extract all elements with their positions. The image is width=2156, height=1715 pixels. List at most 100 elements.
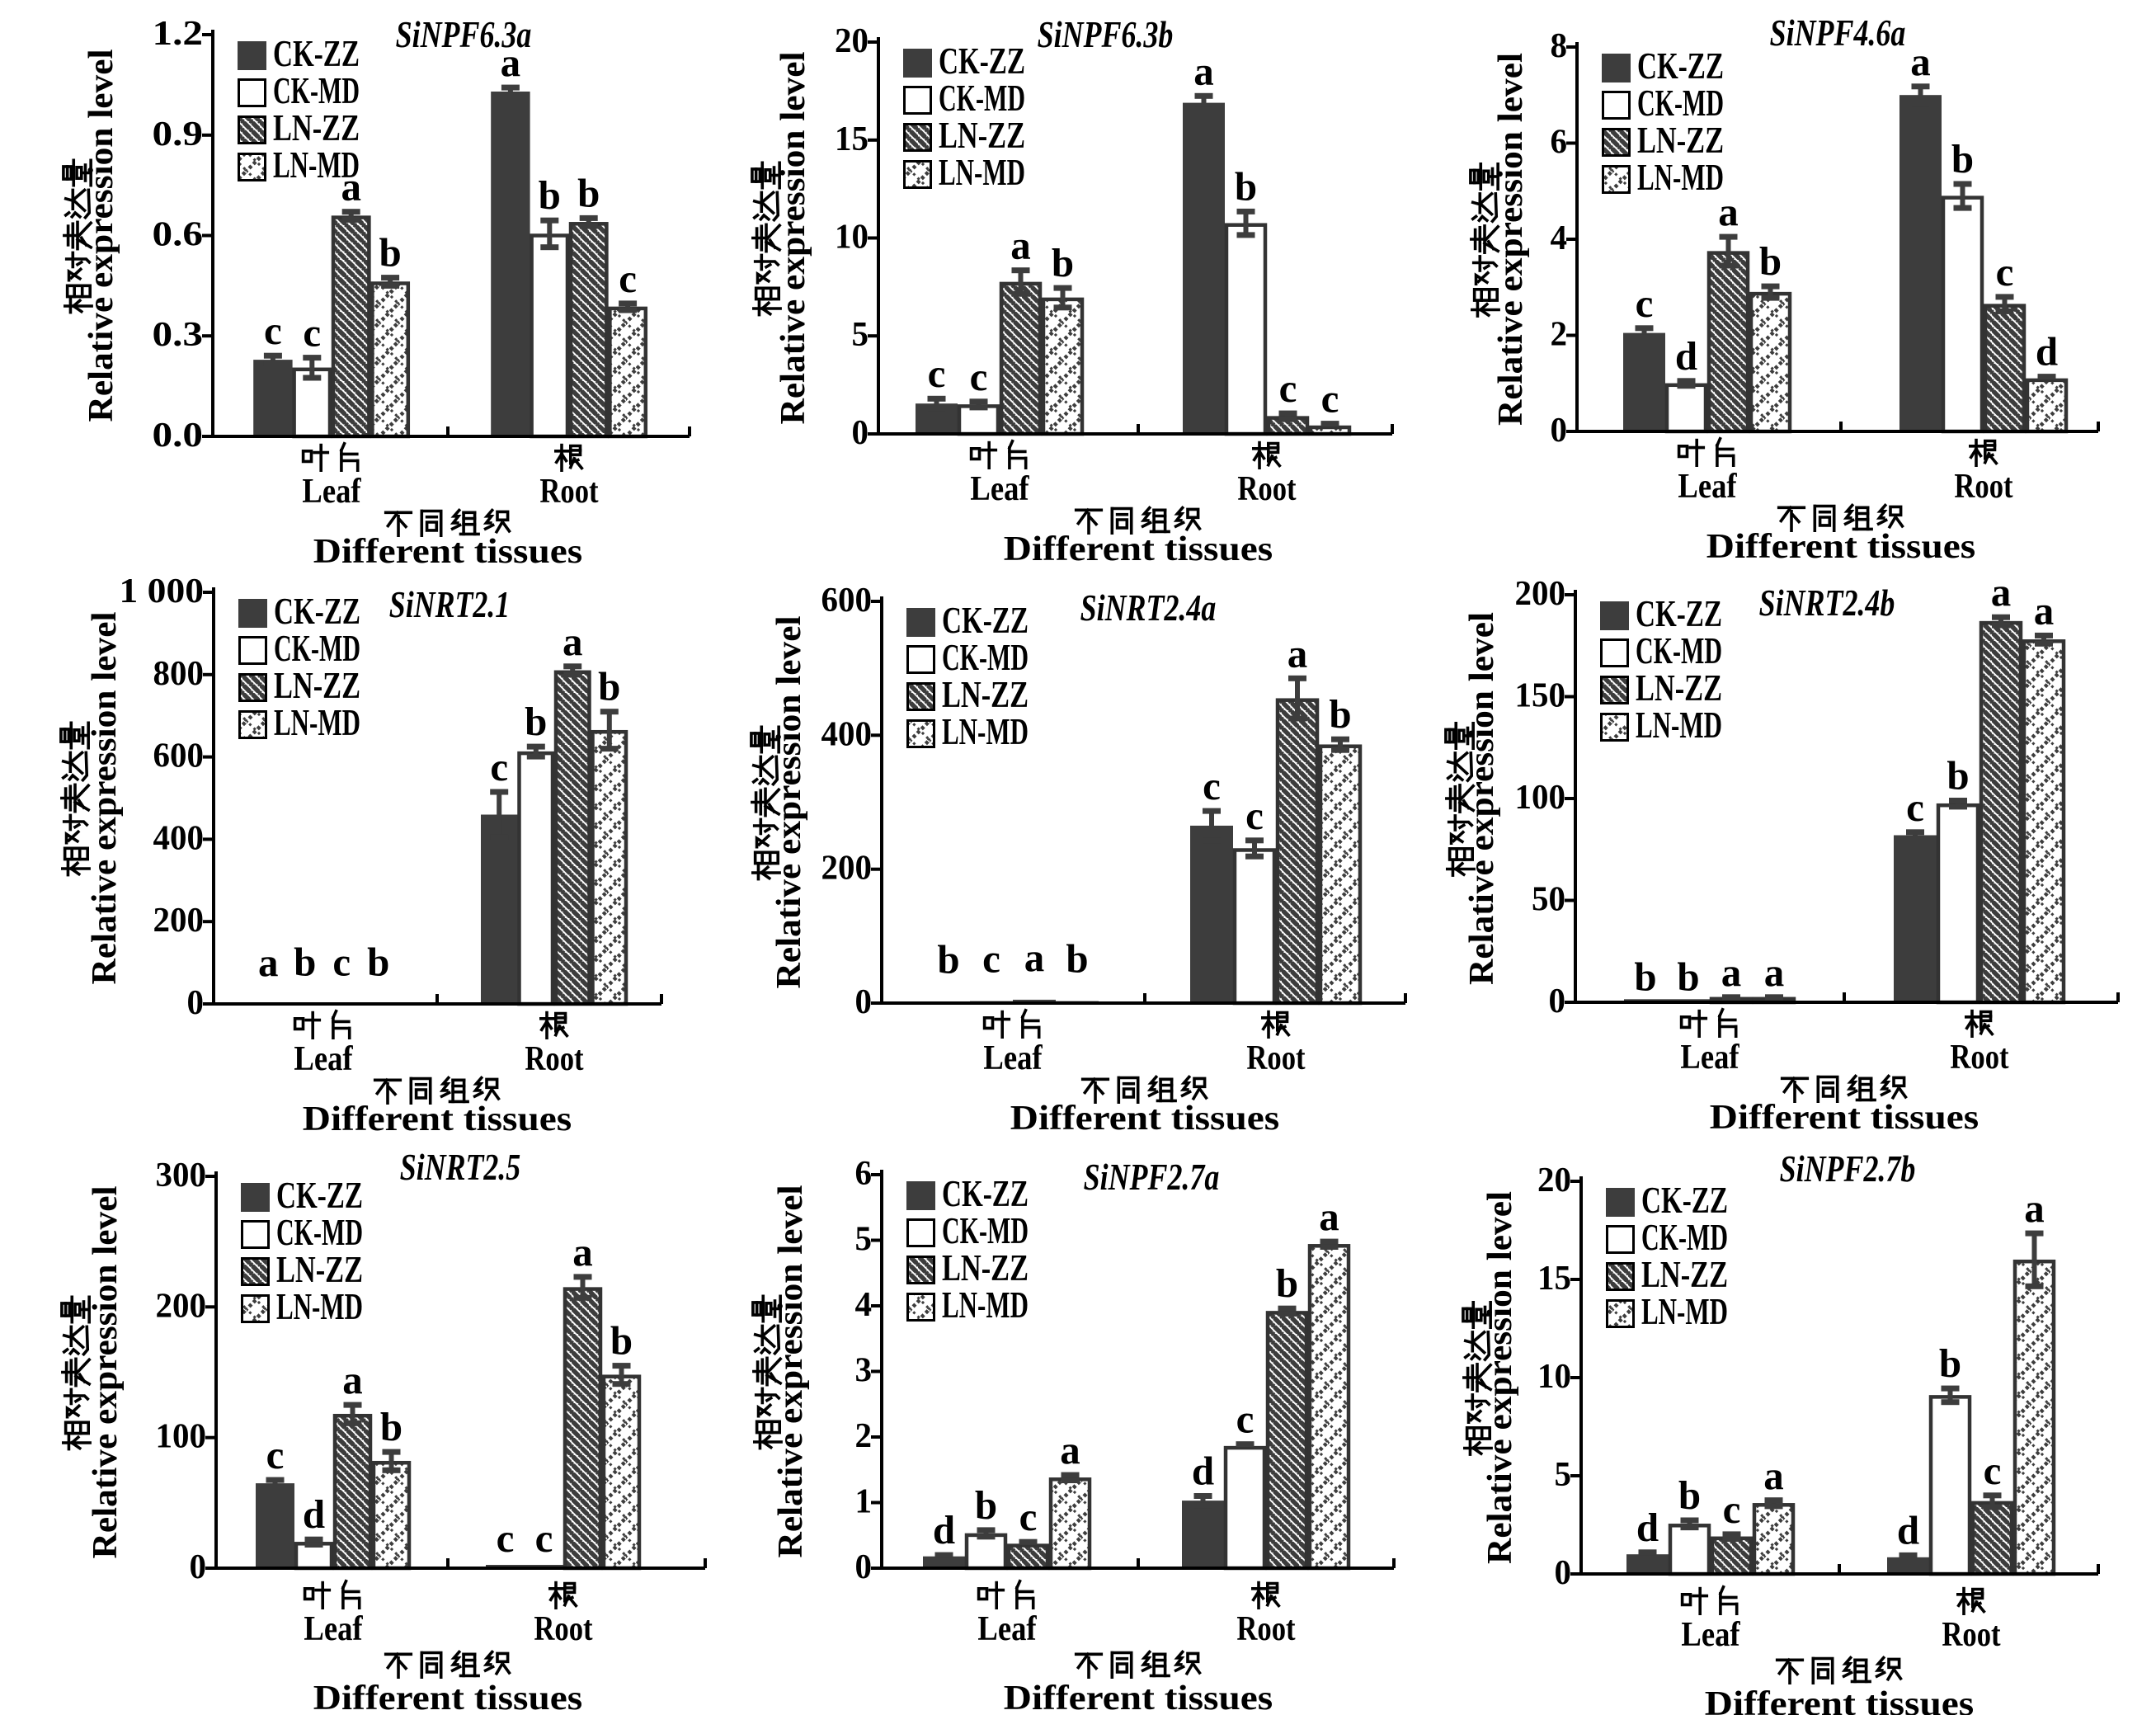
svg-text:b: b [379,230,401,276]
svg-text:Different tissues: Different tissues [303,1100,572,1138]
svg-text:Relative expression level: Relative expression level [1481,1191,1519,1564]
svg-text:Leaf: Leaf [983,1039,1043,1077]
svg-text:50: 50 [1532,881,1565,919]
svg-text:c: c [1996,249,2014,294]
svg-text:b: b [539,172,561,218]
svg-text:c: c [970,354,988,399]
svg-text:20: 20 [1537,1161,1571,1199]
svg-text:Root: Root [1246,1039,1305,1077]
svg-text:a: a [341,164,361,210]
svg-text:Different tissues: Different tissues [313,1680,582,1715]
svg-text:c: c [928,351,946,396]
svg-text:a: a [1910,39,1931,84]
svg-text:2: 2 [855,1417,873,1455]
svg-text:0: 0 [855,1548,873,1586]
svg-text:LN-ZZ: LN-ZZ [942,673,1029,715]
svg-text:LN-MD: LN-MD [942,710,1029,752]
svg-text:c: c [303,310,321,356]
svg-text:1 000: 1 000 [120,572,205,610]
svg-text:LN-ZZ: LN-ZZ [276,1248,363,1290]
svg-text:SiNRT2.5: SiNRT2.5 [400,1146,520,1188]
svg-text:5: 5 [1555,1456,1572,1494]
svg-text:Root: Root [539,473,598,511]
svg-text:b: b [598,664,620,709]
svg-text:0: 0 [190,1548,207,1586]
svg-text:c: c [1906,784,1924,830]
svg-text:0.3: 0.3 [153,316,204,354]
svg-text:c: c [1019,1494,1038,1539]
svg-text:4: 4 [855,1286,873,1324]
svg-text:a: a [1287,630,1308,676]
svg-text:Leaf: Leaf [302,473,361,511]
svg-text:100: 100 [1515,779,1566,817]
svg-text:b: b [1052,240,1074,285]
svg-text:LN-MD: LN-MD [939,151,1025,193]
svg-text:c: c [1636,280,1654,326]
svg-text:c: c [332,940,351,985]
svg-text:a: a [1319,1194,1339,1239]
svg-text:SiNPF6.3b: SiNPF6.3b [1038,13,1174,55]
svg-text:LN-ZZ: LN-ZZ [939,114,1025,156]
svg-text:Relative expression level: Relative expression level [82,49,120,422]
svg-text:CK-MD: CK-MD [274,627,360,669]
svg-text:5: 5 [855,1221,873,1259]
svg-text:SiNRT2.4b: SiNRT2.4b [1759,582,1895,624]
svg-text:b: b [1759,238,1782,284]
svg-text:a: a [342,1357,363,1402]
svg-text:CK-ZZ: CK-ZZ [942,1172,1029,1214]
svg-text:CK-MD: CK-MD [942,1209,1029,1251]
svg-text:200: 200 [153,902,205,940]
svg-text:CK-MD: CK-MD [1636,629,1722,671]
svg-text:LN-ZZ: LN-ZZ [1641,1253,1728,1295]
svg-text:Relative expression level: Relative expression level [87,1186,125,1559]
svg-text:LN-ZZ: LN-ZZ [1636,667,1722,709]
svg-text:CK-MD: CK-MD [939,77,1025,119]
svg-text:15: 15 [835,120,869,158]
svg-text:b: b [937,936,959,982]
svg-text:Leaf: Leaf [970,470,1029,508]
svg-text:a: a [1010,223,1031,268]
svg-text:LN-ZZ: LN-ZZ [273,106,360,148]
svg-text:1: 1 [855,1483,873,1521]
svg-text:LN-ZZ: LN-ZZ [274,664,360,706]
svg-text:Different tissues: Different tissues [1706,528,1975,566]
svg-text:d: d [1192,1449,1214,1494]
svg-text:CK-ZZ: CK-ZZ [276,1174,363,1216]
svg-text:200: 200 [156,1287,207,1325]
svg-text:a: a [1991,569,2012,615]
svg-text:c: c [1245,793,1264,838]
svg-text:SiNPF2.7b: SiNPF2.7b [1780,1147,1916,1190]
svg-text:SiNRT2.4a: SiNRT2.4a [1080,587,1217,629]
svg-text:Relative expression level: Relative expression level [772,1185,810,1558]
svg-text:d: d [1636,1505,1659,1550]
svg-text:CK-MD: CK-MD [276,1211,363,1253]
svg-text:c: c [1984,1448,2002,1493]
svg-text:Different tissues: Different tissues [1705,1685,1974,1715]
svg-text:c: c [1321,376,1339,422]
svg-text:CK-ZZ: CK-ZZ [942,599,1029,641]
svg-text:4: 4 [1551,219,1568,257]
svg-text:a: a [258,940,279,985]
svg-text:Root: Root [1942,1616,2000,1654]
svg-text:0: 0 [1549,982,1566,1020]
svg-text:d: d [1675,333,1697,379]
svg-text:a: a [563,619,583,664]
svg-text:Different tissues: Different tissues [313,533,582,571]
svg-text:a: a [2034,587,2055,633]
svg-text:6: 6 [855,1155,873,1193]
svg-text:d: d [1897,1507,1919,1552]
svg-text:400: 400 [153,819,205,857]
svg-text:Relative expression level: Relative expression level [1492,53,1530,426]
svg-text:Leaf: Leaf [294,1040,353,1078]
svg-text:600: 600 [153,737,205,775]
svg-text:c: c [490,744,508,789]
svg-text:LN-MD: LN-MD [273,144,360,186]
svg-text:0.6: 0.6 [153,216,204,254]
svg-text:10: 10 [835,219,869,257]
svg-text:Root: Root [534,1610,592,1648]
svg-text:c: c [1279,365,1297,411]
svg-text:c: c [1236,1397,1255,1442]
svg-text:0: 0 [855,983,873,1021]
svg-text:0: 0 [1551,412,1568,450]
svg-text:20: 20 [835,22,869,60]
